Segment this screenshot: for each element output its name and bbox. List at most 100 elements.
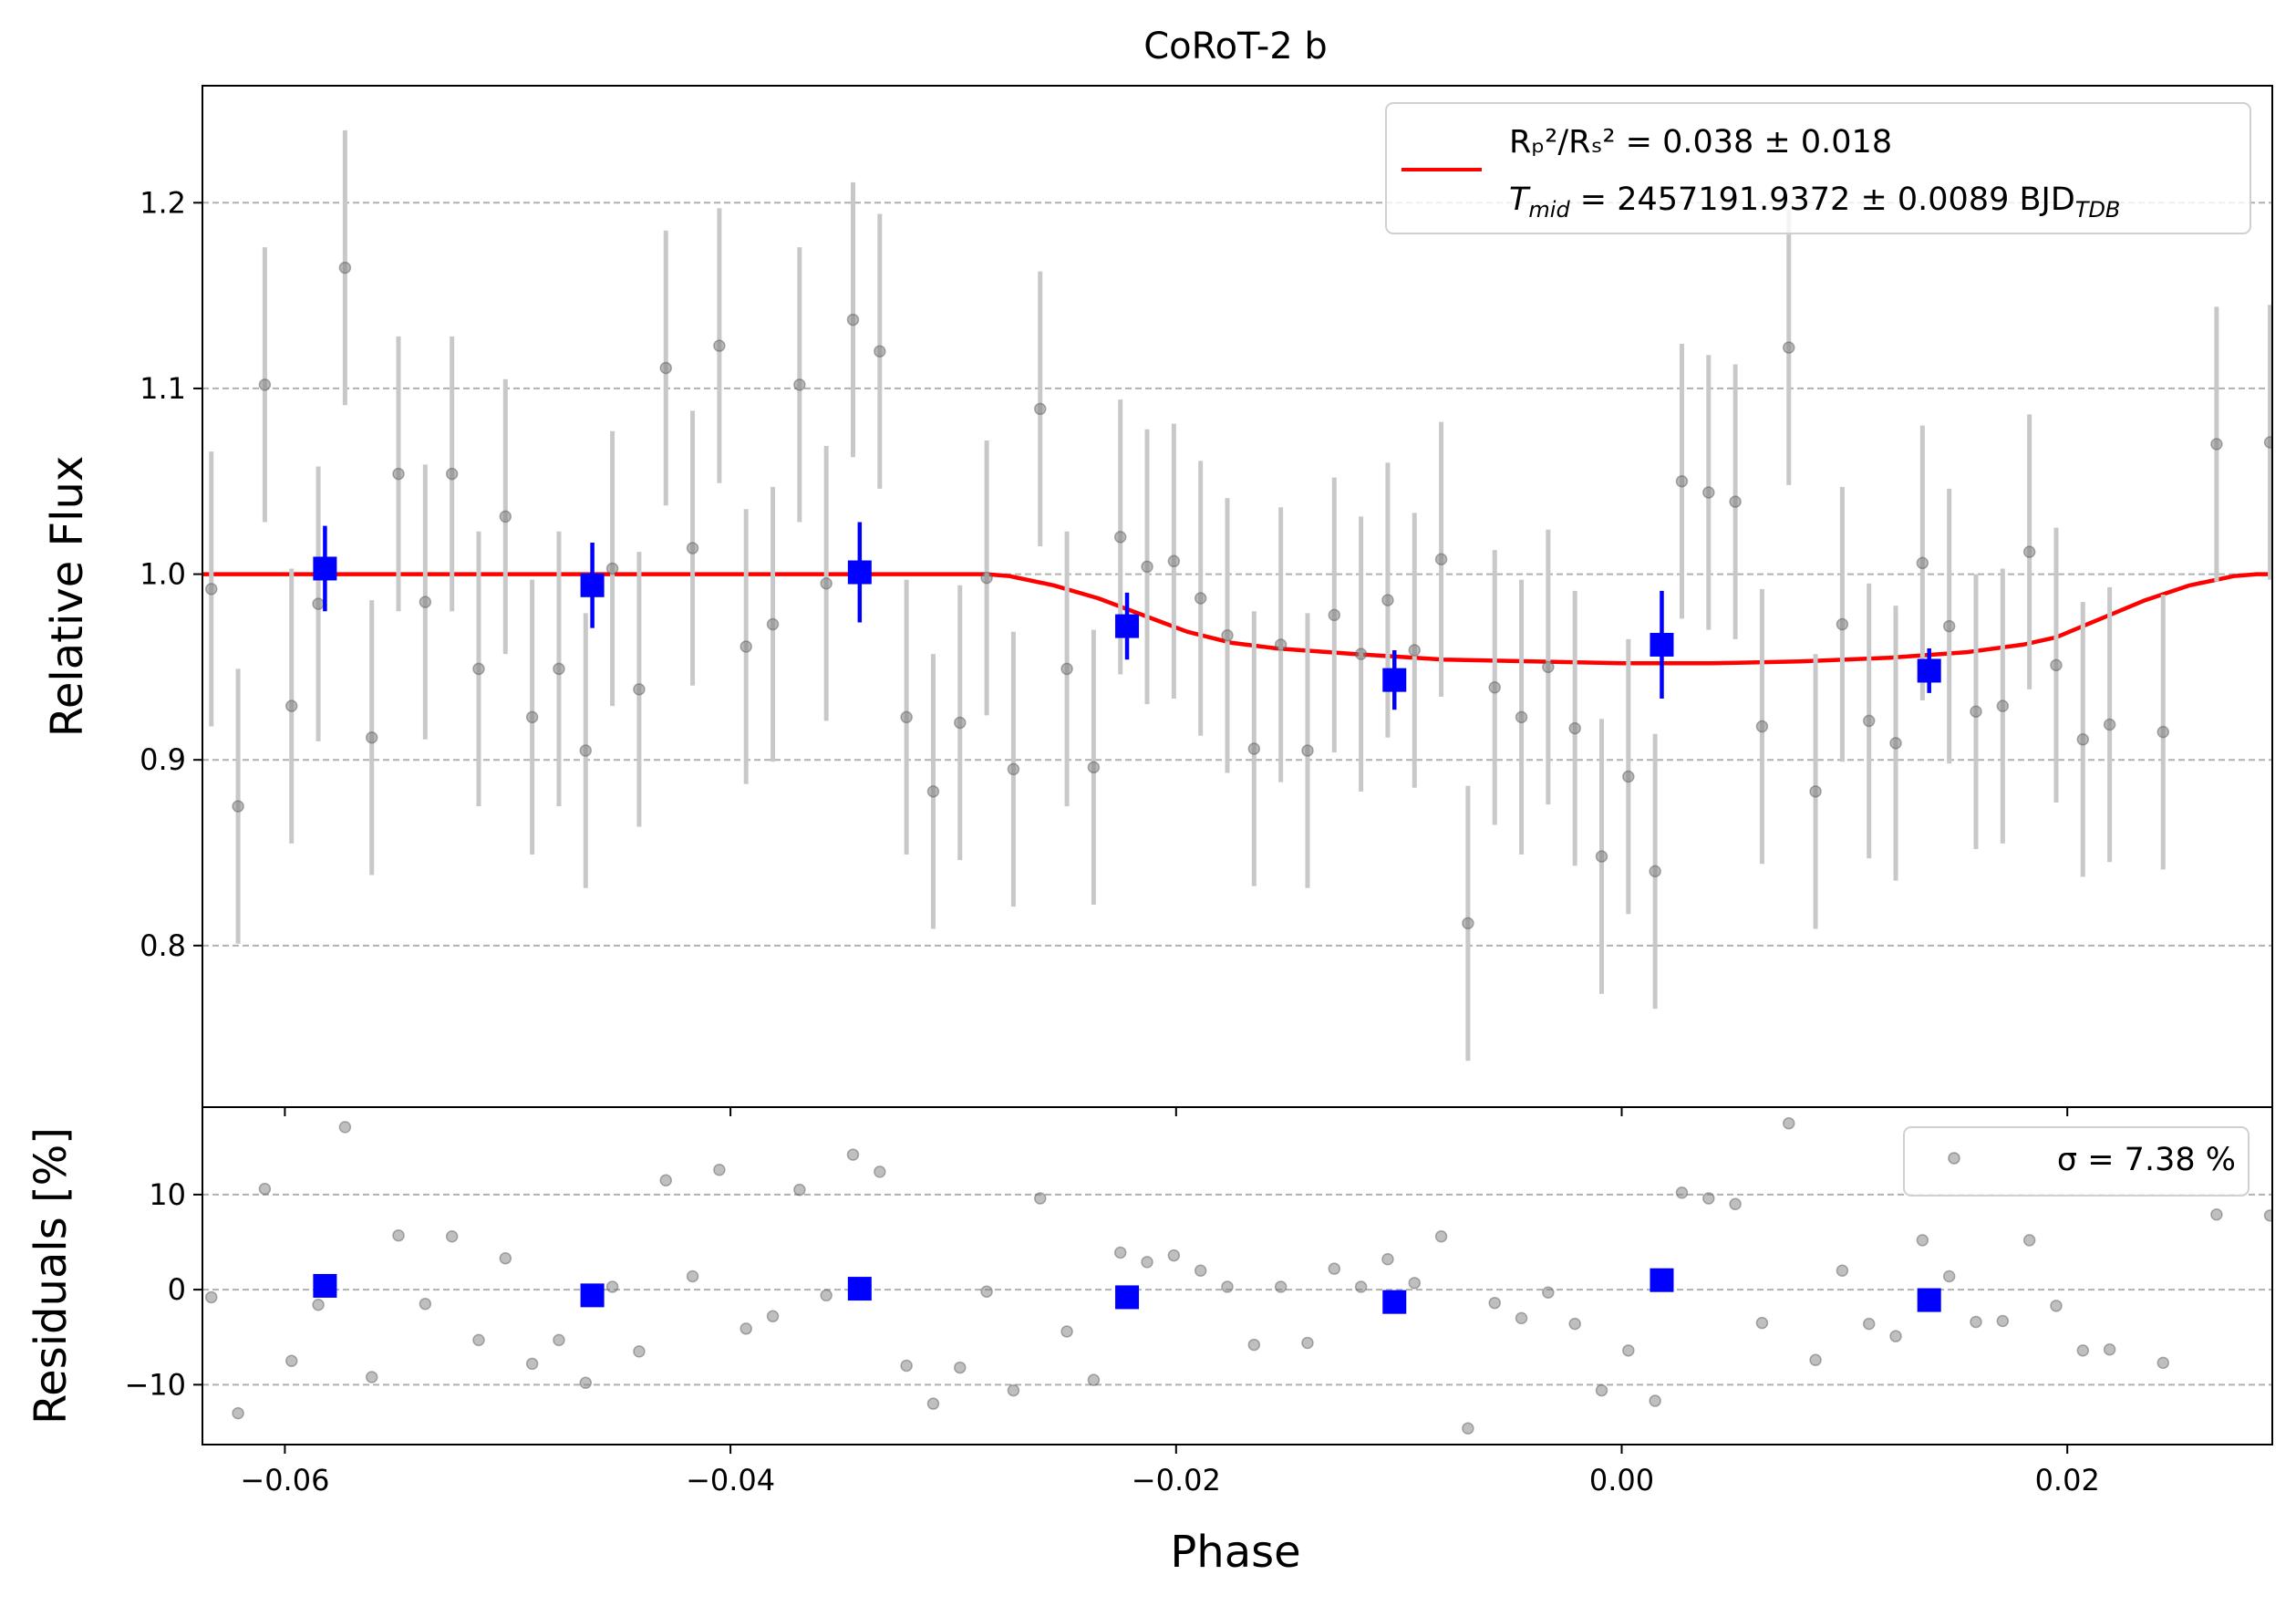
flux-point [1007,762,1020,776]
residual-point [1328,1262,1341,1275]
flux-point [2022,545,2036,558]
flux-y-ticks: 0.8 0.9 1.0 1.1 1.2 [140,185,202,963]
flux-point [1194,592,1207,605]
flux-point [1542,660,1555,674]
residual-point [659,1174,672,1187]
residuals-y-ticks: −10 0 10 [124,1177,202,1402]
model-line [202,572,2272,666]
flux-point [1247,742,1261,755]
residuals-y-tick-label: 10 [149,1177,186,1212]
residual-point [499,1251,512,1265]
residual-point [1889,1330,1902,1342]
model-line-group [202,572,2272,666]
residual-point [2210,1208,2223,1221]
residual-point [1060,1325,1073,1338]
flux-point [1060,662,1073,676]
legend-residual-marker [1948,1152,1960,1165]
residuals-y-tick-label: 0 [168,1272,186,1307]
residual-point [1916,1234,1929,1247]
residual-point [1462,1422,1474,1435]
x-tick-label: −0.04 [686,1463,775,1497]
flux-point [766,617,780,631]
residual-point [1194,1264,1207,1278]
residual-point [926,1397,940,1410]
flux-point [1783,341,1795,354]
residual-point [1809,1353,1822,1366]
residual-point [1729,1197,1742,1211]
flux-point [1113,531,1127,544]
residual-point [1675,1186,1689,1199]
flux-point [1221,629,1234,642]
binned-residual-point [1382,1290,1407,1314]
residuals-gray-points [205,1116,2272,1435]
binned-point [313,556,337,581]
residual-point [1622,1344,1635,1357]
flux-y-tick-label: 0.8 [140,928,186,963]
x-tick-label: −0.02 [1132,1463,1221,1497]
residual-point [846,1148,860,1161]
flux-point [1622,770,1635,783]
residuals-binned-points [313,1268,1941,1314]
residual-point [205,1290,218,1304]
residual-point [1221,1280,1234,1293]
flux-point [525,710,539,724]
residual-point [1783,1116,1795,1130]
residual-point [1381,1253,1394,1266]
legend-model-line1: Rₚ²/Rₛ² = 0.038 ± 0.018 [1509,124,1892,161]
flux-point [445,467,459,481]
flux-y-tick-label: 1.1 [140,371,186,406]
flux-point [312,597,325,610]
flux-point [1996,699,2010,712]
residual-point [1836,1264,1849,1278]
flux-point [1328,608,1341,622]
flux-y-tick-label: 1.2 [140,185,186,220]
flux-point [1809,785,1822,798]
flux-point [2103,718,2116,731]
residual-point [1942,1269,1956,1283]
binned-point [847,560,872,585]
residual-point [739,1322,752,1335]
flux-point [793,378,806,391]
residual-point [793,1183,806,1197]
binned-point [1650,632,1674,657]
residuals-grid [202,1193,2272,1386]
flux-y-tick-label: 0.9 [140,742,186,777]
flux-point [874,345,886,357]
flux-point [1301,744,1314,757]
residual-point [1996,1314,2010,1328]
residual-point [1542,1286,1555,1299]
flux-point [926,785,940,798]
residuals-axes-frame [202,1106,2273,1445]
residual-point [2156,1356,2170,1370]
binned-residual-point [1917,1288,1941,1312]
x-axis-label: Phase [1170,1527,1300,1578]
residual-point [472,1333,485,1347]
flux-point [739,640,752,653]
binned-point [1115,614,1140,638]
flux-point [2263,436,2272,449]
y-axis-label-flux: Relative Flux [42,456,93,738]
residual-point [392,1228,405,1242]
residuals-y-tick-label: −10 [124,1367,186,1402]
residual-point [232,1406,244,1420]
flux-point [1408,644,1422,657]
residual-point [365,1371,378,1383]
flux-y-tick-label: 1.0 [140,557,186,592]
flux-point [1889,737,1902,750]
residual-point [284,1354,298,1368]
residual-point [1755,1316,1769,1330]
flux-point [205,583,218,596]
residual-point [1595,1383,1608,1397]
flux-point [980,571,993,585]
residual-point [1301,1336,1314,1350]
flux-point [1755,720,1769,733]
flux-point [659,361,672,375]
x-ticks: −0.06 −0.04 −0.02 0.00 0.02 [240,1107,2100,1497]
residual-point [1970,1315,1982,1329]
residual-point [419,1297,432,1311]
residual-point [1488,1296,1501,1310]
residual-point [874,1166,886,1178]
flux-point [686,542,699,554]
flux-point [1862,714,1876,728]
